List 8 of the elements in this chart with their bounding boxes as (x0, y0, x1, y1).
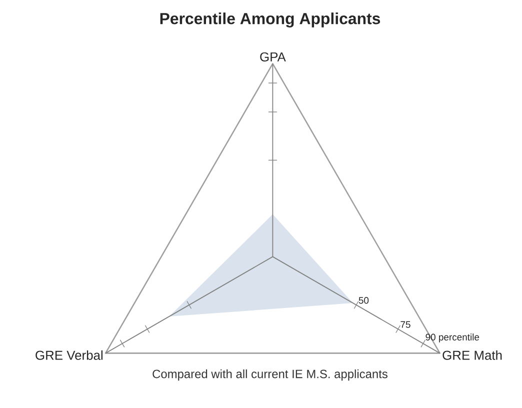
y-tick-label: 50 (358, 297, 369, 304)
spoke-label: GRE Verbal (36, 350, 102, 360)
chart-title: Percentile Among Applicants (160, 12, 380, 28)
y-tick-label: 75 (400, 321, 410, 328)
spoke-label: GPA (260, 52, 286, 62)
spoke-label: GRE Math (442, 350, 502, 360)
text: Compared with all current IE M.S. applicants (152, 369, 388, 381)
y-tick-label: 90 percentile (426, 334, 480, 342)
